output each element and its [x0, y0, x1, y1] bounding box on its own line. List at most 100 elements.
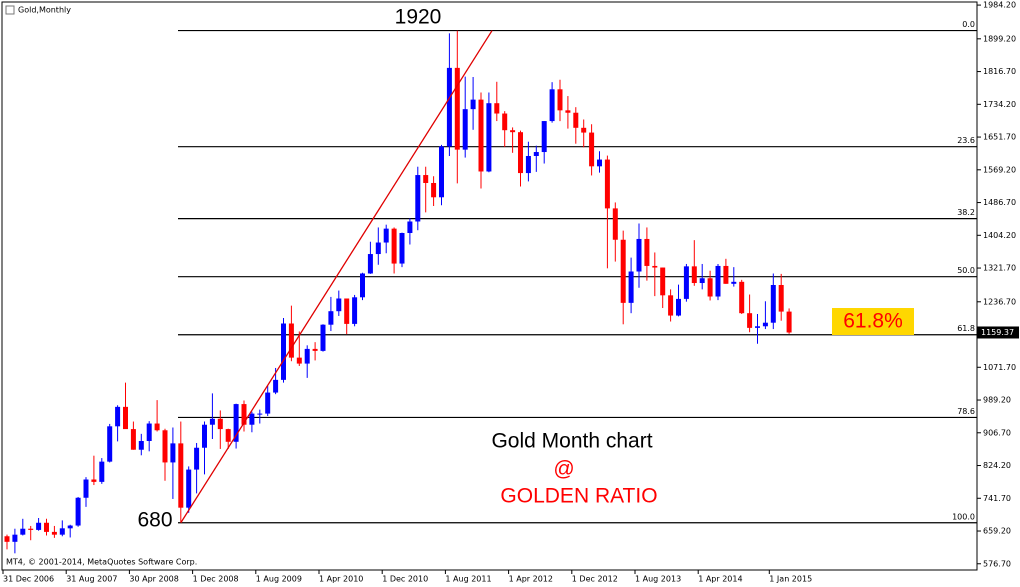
- plot-border: [1, 1, 978, 571]
- candle-body: [257, 413, 263, 415]
- candle-body: [367, 254, 373, 274]
- candle-body: [431, 182, 437, 198]
- candle-body: [67, 525, 73, 529]
- candle-body: [288, 323, 294, 358]
- y-tick-label: 1071.70: [983, 363, 1016, 372]
- candle-body: [391, 228, 397, 264]
- candle-body: [51, 531, 57, 535]
- candle-body: [510, 130, 516, 133]
- subtitle: GOLDEN RATIO: [500, 485, 657, 508]
- y-tick-label: 989.20: [983, 396, 1011, 405]
- candle-body: [138, 440, 144, 450]
- y-tick-label: 1984.20: [983, 1, 1016, 10]
- candle-body: [202, 424, 207, 448]
- candle-body: [154, 423, 160, 431]
- candle-body: [36, 522, 42, 530]
- x-tick-label: 1 Jan 2015: [769, 575, 812, 584]
- candle-body: [762, 322, 768, 327]
- candle-body: [415, 175, 421, 222]
- candle-body: [75, 497, 81, 526]
- candle-body: [439, 146, 444, 198]
- fib-level-label: 38.2: [957, 208, 975, 217]
- x-tick-label: 1 Dec 2010: [382, 575, 428, 584]
- candle-body: [470, 99, 476, 110]
- candle-body: [336, 298, 342, 312]
- candle-body: [44, 522, 49, 532]
- candle-body: [699, 278, 705, 284]
- fib-level-label: 61.8: [957, 324, 975, 333]
- candle-body: [20, 528, 26, 535]
- x-tick-label: 1 Apr 2012: [509, 575, 553, 584]
- x-tick-label: 31 Aug 2007: [66, 575, 117, 584]
- candle-body: [217, 418, 223, 430]
- candle-body: [360, 273, 365, 298]
- chart-title: Gold,Monthly: [18, 6, 71, 15]
- candle-body: [107, 426, 113, 462]
- y-tick-label: 1651.70: [983, 133, 1016, 142]
- candle-body: [494, 103, 500, 114]
- candle-body: [683, 266, 689, 299]
- candle-body: [123, 406, 128, 430]
- x-tick-label: 1 Dec 2012: [572, 575, 618, 584]
- candle-body: [755, 326, 760, 328]
- y-tick-label: 741.70: [983, 494, 1011, 503]
- candle-body: [707, 278, 713, 297]
- candle-body: [502, 113, 508, 131]
- y-tick-label: 1236.70: [983, 297, 1016, 306]
- candle-body: [162, 430, 168, 463]
- candle-body: [676, 298, 681, 316]
- candle-body: [541, 121, 547, 153]
- candle-body: [170, 443, 176, 463]
- candle-body: [747, 313, 753, 328]
- candle-body: [99, 461, 105, 482]
- candle-body: [115, 406, 121, 427]
- candle-body: [478, 99, 484, 172]
- candle-body: [241, 404, 247, 425]
- x-tick-label: 30 Apr 2008: [129, 575, 178, 584]
- candle-body: [328, 311, 334, 325]
- candle-body: [549, 89, 555, 122]
- candle-body: [399, 233, 405, 264]
- footer: MT4, © 2001-2014, MetaQuotes Software Co…: [6, 558, 197, 567]
- candle-body: [739, 281, 745, 314]
- candle-body: [320, 324, 326, 351]
- candle-body: [312, 348, 318, 351]
- candle-body: [731, 281, 737, 284]
- candle-body: [423, 175, 429, 183]
- candle-body: [589, 132, 595, 167]
- x-tick-label: 31 Dec 2006: [3, 575, 54, 584]
- y-tick-label: 1734.20: [983, 100, 1016, 109]
- candle-body: [652, 265, 658, 268]
- candle-body: [59, 528, 65, 535]
- candle-body: [407, 221, 413, 234]
- candle-body: [273, 379, 279, 393]
- candle-body: [91, 479, 97, 482]
- x-tick-label: 1 Aug 2013: [635, 575, 681, 584]
- y-tick-label: 1486.70: [983, 198, 1016, 207]
- candle-body: [525, 155, 531, 174]
- y-tick-label: 1569.20: [983, 165, 1016, 174]
- candle-body: [28, 528, 34, 530]
- trendline: [180, 30, 493, 524]
- y-tick-label: 576.70: [983, 559, 1011, 568]
- candle-body: [233, 404, 239, 442]
- candle-body: [83, 479, 89, 498]
- candle-body: [383, 228, 389, 243]
- candle-body: [604, 159, 610, 209]
- candle-body: [533, 152, 539, 156]
- y-tick-label: 659.20: [983, 527, 1011, 536]
- candle-body: [304, 348, 310, 364]
- candle-body: [446, 67, 452, 147]
- candle-body: [612, 208, 618, 240]
- candle-body: [723, 265, 729, 284]
- candle-body: [12, 534, 18, 542]
- candle-body: [186, 469, 192, 508]
- at-sign: @: [553, 458, 574, 481]
- fib-level-label: 0.0: [962, 20, 975, 29]
- fib-level-label: 100.0: [952, 512, 975, 521]
- candle-body: [573, 112, 579, 128]
- candle-body: [296, 357, 302, 364]
- y-tick-label: 824.20: [983, 461, 1011, 470]
- candle-body: [352, 297, 358, 324]
